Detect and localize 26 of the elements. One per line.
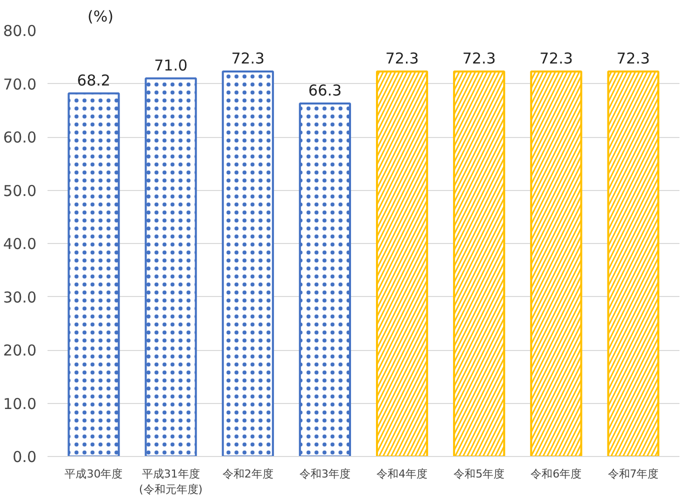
y-tick-label: 30.0	[3, 288, 37, 306]
data-label: 72.3	[231, 50, 265, 68]
y-tick-label: 20.0	[3, 342, 37, 360]
data-label: 71.0	[154, 56, 188, 74]
x-tick-label: 令和7年度	[608, 468, 659, 480]
x-tick-label: 令和4年度	[376, 468, 428, 480]
x-tick-label: 令和3年度	[299, 468, 350, 480]
y-tick-label: 70.0	[3, 75, 37, 94]
data-label: 72.3	[616, 50, 650, 68]
x-tick-label: 平成30年度	[64, 468, 123, 480]
y-tick-label: 10.0	[3, 394, 37, 413]
data-label: 72.3	[462, 50, 496, 68]
y-tick-label: 60.0	[3, 128, 37, 146]
data-label: 72.3	[539, 50, 573, 68]
y-tick-label: 40.0	[3, 235, 37, 253]
y-tick-label: 0.0	[12, 448, 37, 466]
x-tick-label: 令和5年度	[454, 468, 505, 480]
x-tick-label: 平成31年度 (令和元年度)	[139, 468, 203, 496]
y-tick-label: 50.0	[3, 182, 37, 200]
data-label: 66.3	[308, 81, 342, 100]
y-tick-label: 80.0	[3, 22, 37, 40]
y-axis-title: (%)	[88, 8, 114, 26]
x-tick-label: 令和6年度	[530, 468, 582, 480]
data-label: 72.3	[385, 50, 419, 68]
x-tick-label: 令和2年度	[222, 468, 274, 480]
data-label: 68.2	[77, 71, 110, 90]
